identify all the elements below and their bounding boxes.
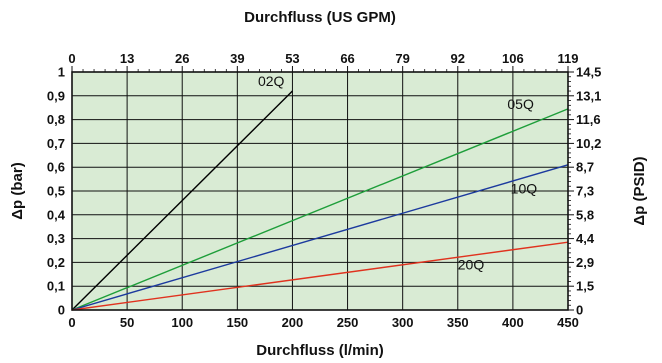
x-axis-title-top: Durchfluss (US GPM): [244, 9, 396, 26]
y-right-tick-label: 13,1: [576, 88, 601, 103]
y-tick-label: 0: [58, 303, 65, 318]
y-right-tick-label: 14,5: [576, 65, 601, 80]
x-top-tick-label: 92: [451, 51, 465, 66]
series-label-05q: 05Q: [507, 96, 534, 112]
y-right-tick-label: 10,2: [576, 136, 601, 151]
y-tick-label: 1: [58, 65, 65, 80]
x-axis-title: Durchfluss (l/min): [256, 342, 384, 359]
y-tick-label: 0,1: [47, 279, 65, 294]
x-tick-label: 300: [392, 315, 414, 330]
x-top-tick-label: 66: [340, 51, 354, 66]
y-tick-label: 0,5: [47, 184, 65, 199]
y-right-tick-label: 8,7: [576, 160, 594, 175]
series-line-05q: [71, 108, 569, 311]
y-right-tick-label: 0: [576, 303, 583, 318]
y-right-tick-label: 5,8: [576, 207, 594, 222]
series-line-20q: [71, 241, 569, 311]
y-right-tick-label: 7,3: [576, 184, 594, 199]
x-tick-label: 0: [68, 315, 75, 330]
series-label-02q: 02Q: [258, 73, 285, 89]
y-right-tick-label: 4,4: [576, 231, 595, 246]
x-top-tick-label: 26: [175, 51, 189, 66]
series-labels: 02Q 05Q 10Q 20Q: [258, 73, 537, 273]
series-line-10q: [71, 164, 569, 311]
x-top-tick-label: 79: [395, 51, 409, 66]
x-top-tick-label: 0: [68, 51, 75, 66]
x-top-tick-label: 53: [285, 51, 299, 66]
y-tick-label: 0,7: [47, 136, 65, 151]
series-lines: [71, 90, 569, 311]
x-tick-label: 200: [282, 315, 304, 330]
y-axis-title-left: Δp (bar): [9, 162, 26, 219]
x-tick-label: 450: [557, 315, 579, 330]
y-axis-title-right: Δp (PSID): [631, 156, 648, 225]
x-top-tick-label: 119: [558, 51, 579, 66]
y-tick-label: 0,9: [47, 88, 65, 103]
y-tick-label: 0,8: [47, 112, 65, 127]
y-tick-label: 0,2: [47, 255, 65, 270]
x-tick-label: 100: [171, 315, 193, 330]
x-top-tick-label: 106: [502, 51, 524, 66]
series-line-02q: [71, 90, 293, 311]
y-right-tick-label: 11,6: [576, 112, 601, 127]
x-tick-label: 350: [447, 315, 469, 330]
plot-frame: [71, 71, 569, 311]
x-tick-label: 250: [337, 315, 359, 330]
x-top-tick-label: 39: [230, 51, 244, 66]
x-top-tick-label: 13: [120, 51, 134, 66]
y-tick-label: 0,3: [47, 231, 65, 246]
y-right-tick-label: 1,5: [576, 279, 594, 294]
series-label-10q: 10Q: [511, 180, 538, 196]
y-tick-label: 0,4: [47, 207, 66, 222]
x-tick-label: 150: [226, 315, 248, 330]
x-tick-label: 50: [120, 315, 134, 330]
series-label-20q: 20Q: [458, 257, 485, 273]
y-right-tick-label: 2,9: [576, 255, 594, 270]
x-tick-label: 400: [502, 315, 524, 330]
y-tick-label: 0,6: [47, 160, 65, 175]
